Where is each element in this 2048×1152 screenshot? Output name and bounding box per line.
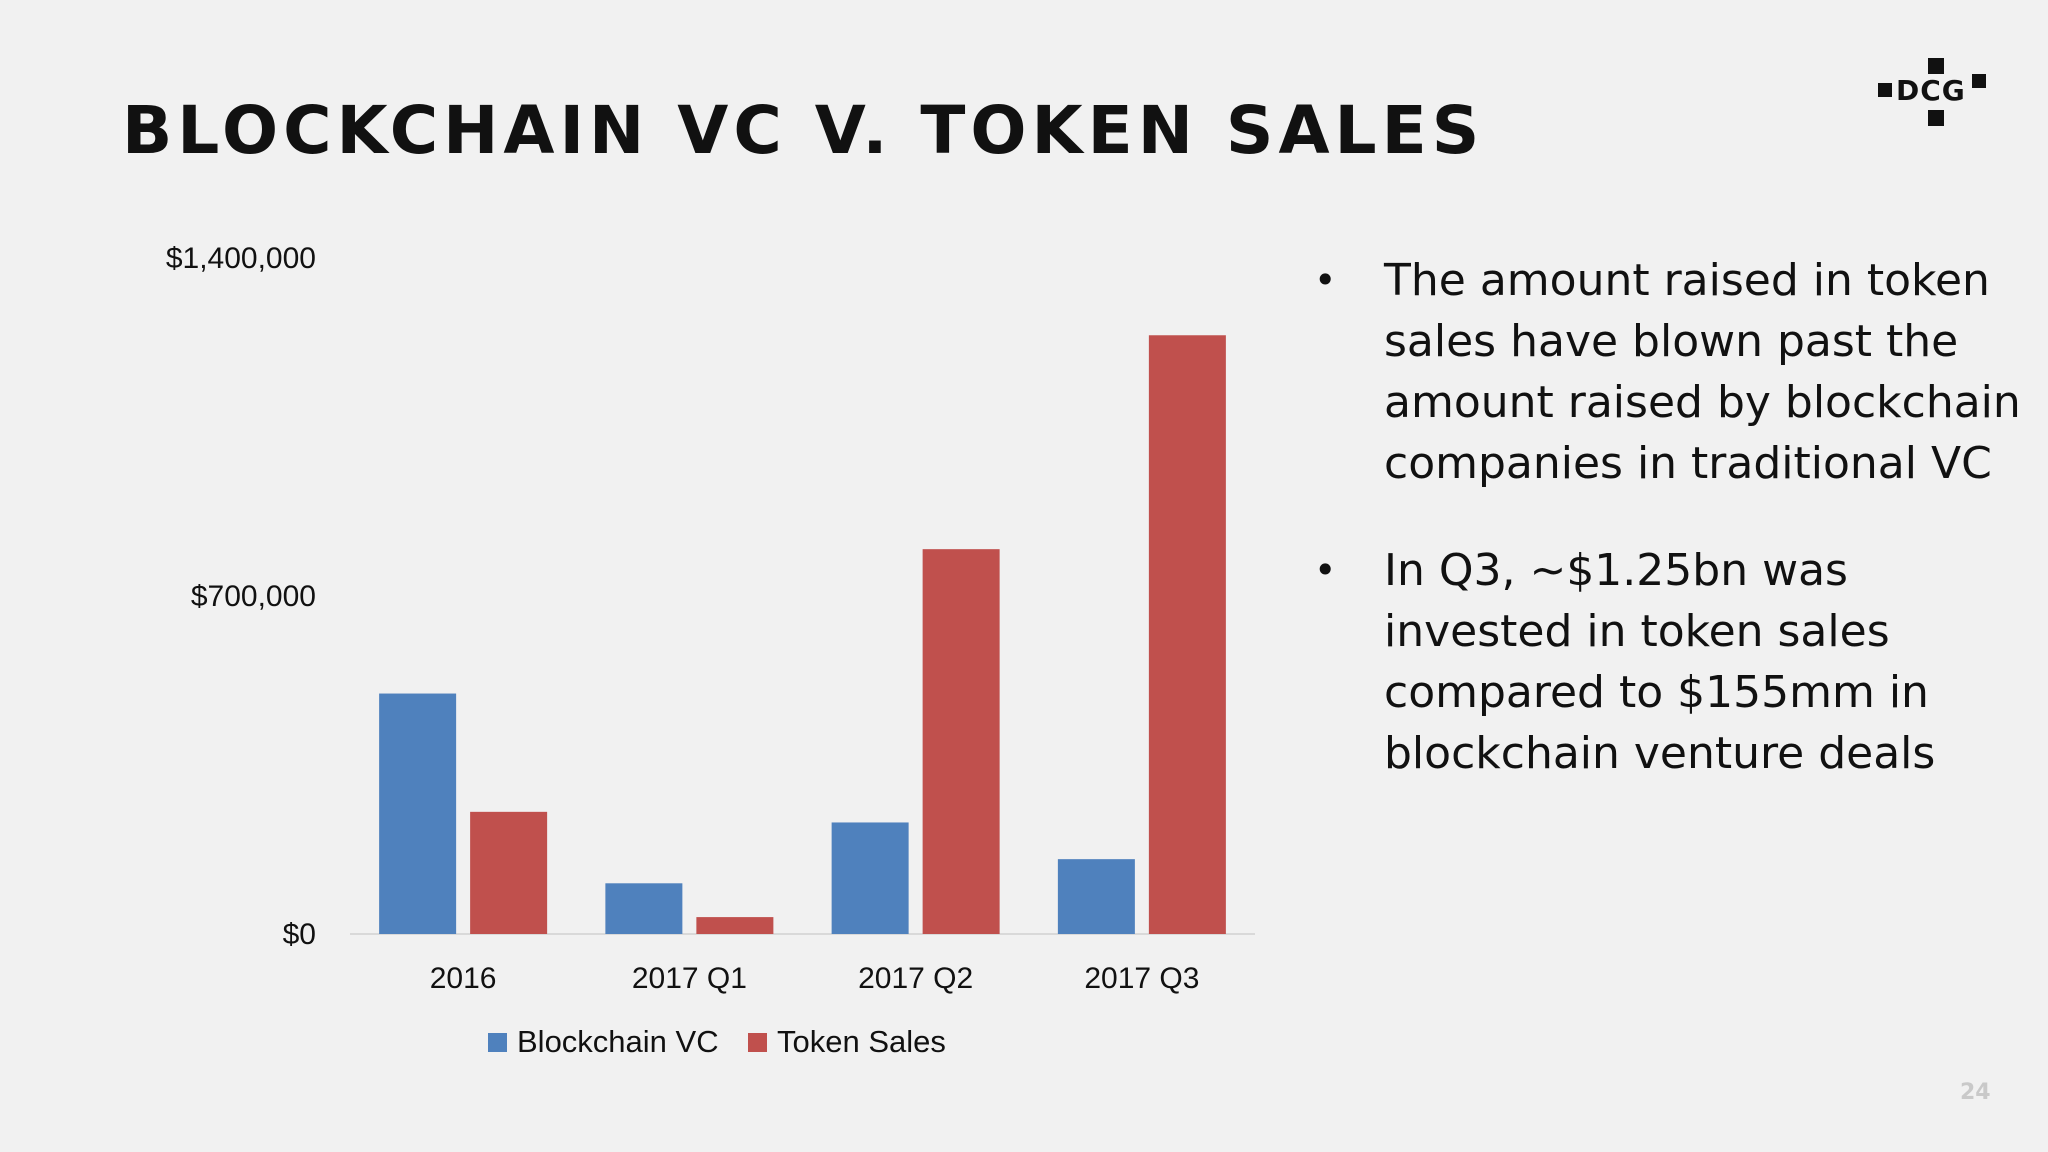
bullet-list: • The amount raised in token sales have …: [1310, 250, 2030, 830]
x-tick-label: 2017 Q3: [1084, 962, 1199, 995]
bar-token-sales: [1148, 335, 1226, 934]
bullet-dot-icon: •: [1314, 258, 1337, 302]
logo-square-bottom: [1928, 110, 1944, 126]
bar-token-sales: [922, 549, 1000, 934]
bar-blockchain-vc: [1057, 859, 1135, 934]
legend-label: Token Sales: [777, 1024, 946, 1059]
bullet-item: • In Q3, ~$1.25bn was invested in token …: [1310, 540, 2030, 784]
bullet-item: • The amount raised in token sales have …: [1310, 250, 2030, 494]
bar-token-sales: [470, 811, 548, 934]
y-tick-label: $700,000: [191, 580, 316, 613]
logo-square-right: [1972, 74, 1986, 88]
bar-blockchain-vc: [605, 883, 683, 934]
bullet-dot-icon: •: [1314, 548, 1337, 592]
x-tick-label: 2017 Q2: [858, 962, 973, 995]
legend-swatch: [748, 1033, 767, 1052]
bullet-text: The amount raised in token sales have bl…: [1384, 255, 2021, 489]
page-number: 24: [1960, 1080, 1991, 1105]
logo-square-top: [1928, 58, 1944, 74]
dcg-logo: DCG: [1872, 56, 1992, 128]
y-tick-label: $1,400,000: [166, 242, 316, 275]
logo-square-left: [1878, 83, 1892, 97]
x-tick-label: 2017 Q1: [632, 962, 747, 995]
bar-chart: $0 $700,000 $1,400,000 2016 2017 Q1 2017 Q2 20…: [166, 242, 1255, 1059]
bar-blockchain-vc: [831, 822, 909, 934]
y-tick-label: $0: [283, 918, 316, 951]
x-tick-label: 2016: [430, 962, 497, 995]
page-title: BLOCKCHAIN VC V. TOKEN SALES: [122, 92, 1485, 169]
legend-label: Blockchain VC: [517, 1024, 719, 1059]
bullet-text: In Q3, ~$1.25bn was invested in token sa…: [1384, 545, 1936, 779]
bar-token-sales: [696, 917, 774, 934]
bar-blockchain-vc: [379, 693, 457, 934]
legend-swatch: [488, 1033, 507, 1052]
logo-text: DCG: [1896, 74, 1966, 107]
